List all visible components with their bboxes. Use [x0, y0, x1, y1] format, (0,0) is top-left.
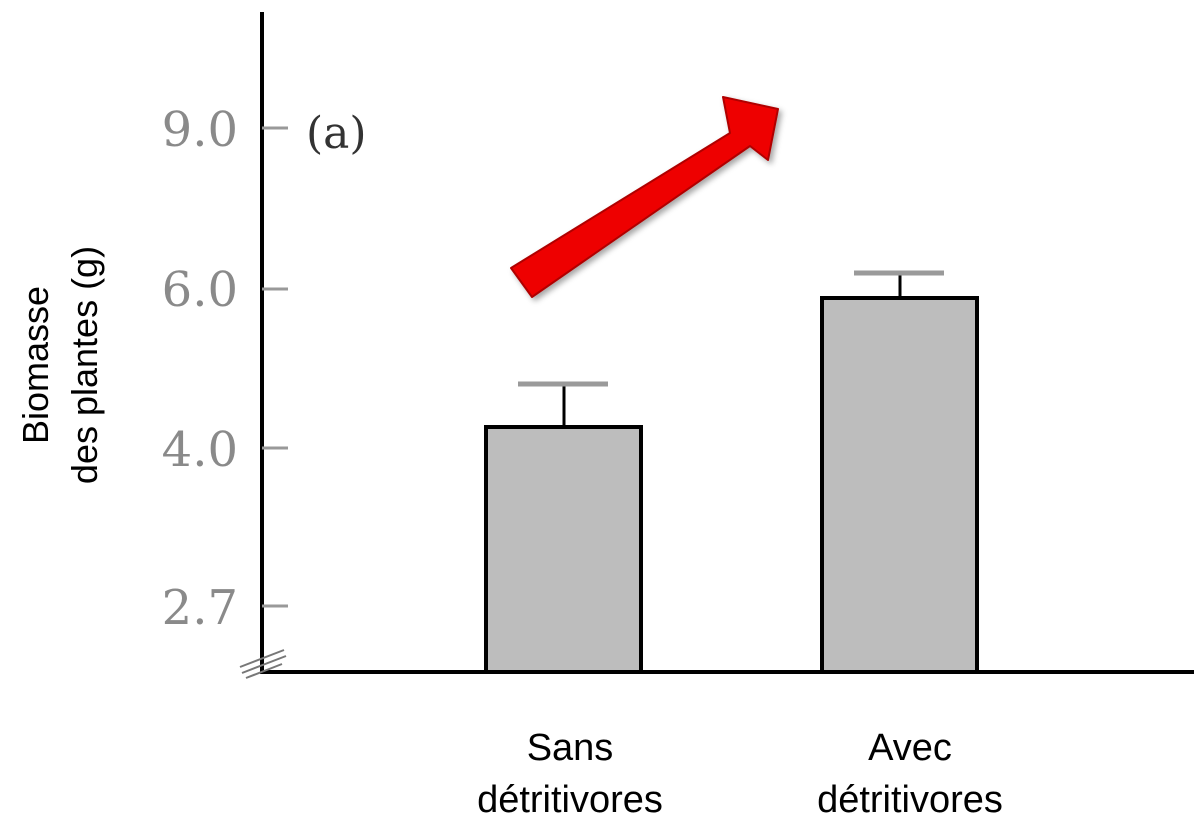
- axis-break-icon: [239, 649, 287, 679]
- y-axis-label-line-1: Biomasse: [15, 286, 56, 444]
- bar: [484, 425, 643, 674]
- y-tick-label: 6.0: [162, 262, 238, 318]
- bar-group-2: [820, 270, 979, 674]
- y-tick-label: 9.0: [162, 102, 238, 158]
- increase-arrow-icon: [510, 96, 779, 298]
- x-category-label-2-line-2: détritivores: [817, 779, 1003, 821]
- bar-group-1: [484, 381, 643, 674]
- bar: [820, 296, 979, 674]
- x-category-label-1-line-2: détritivores: [477, 779, 663, 821]
- y-tick-label: 4.0: [162, 422, 238, 478]
- panel-label: (a): [306, 108, 367, 159]
- y-axis-label-line-2: des plantes (g): [64, 246, 105, 484]
- y-tick-label: 2.7: [162, 580, 238, 636]
- y-tick-marks: [262, 126, 288, 608]
- x-category-label-1-line-1: Sans: [527, 727, 614, 769]
- x-category-label-2-line-1: Avec: [868, 727, 952, 769]
